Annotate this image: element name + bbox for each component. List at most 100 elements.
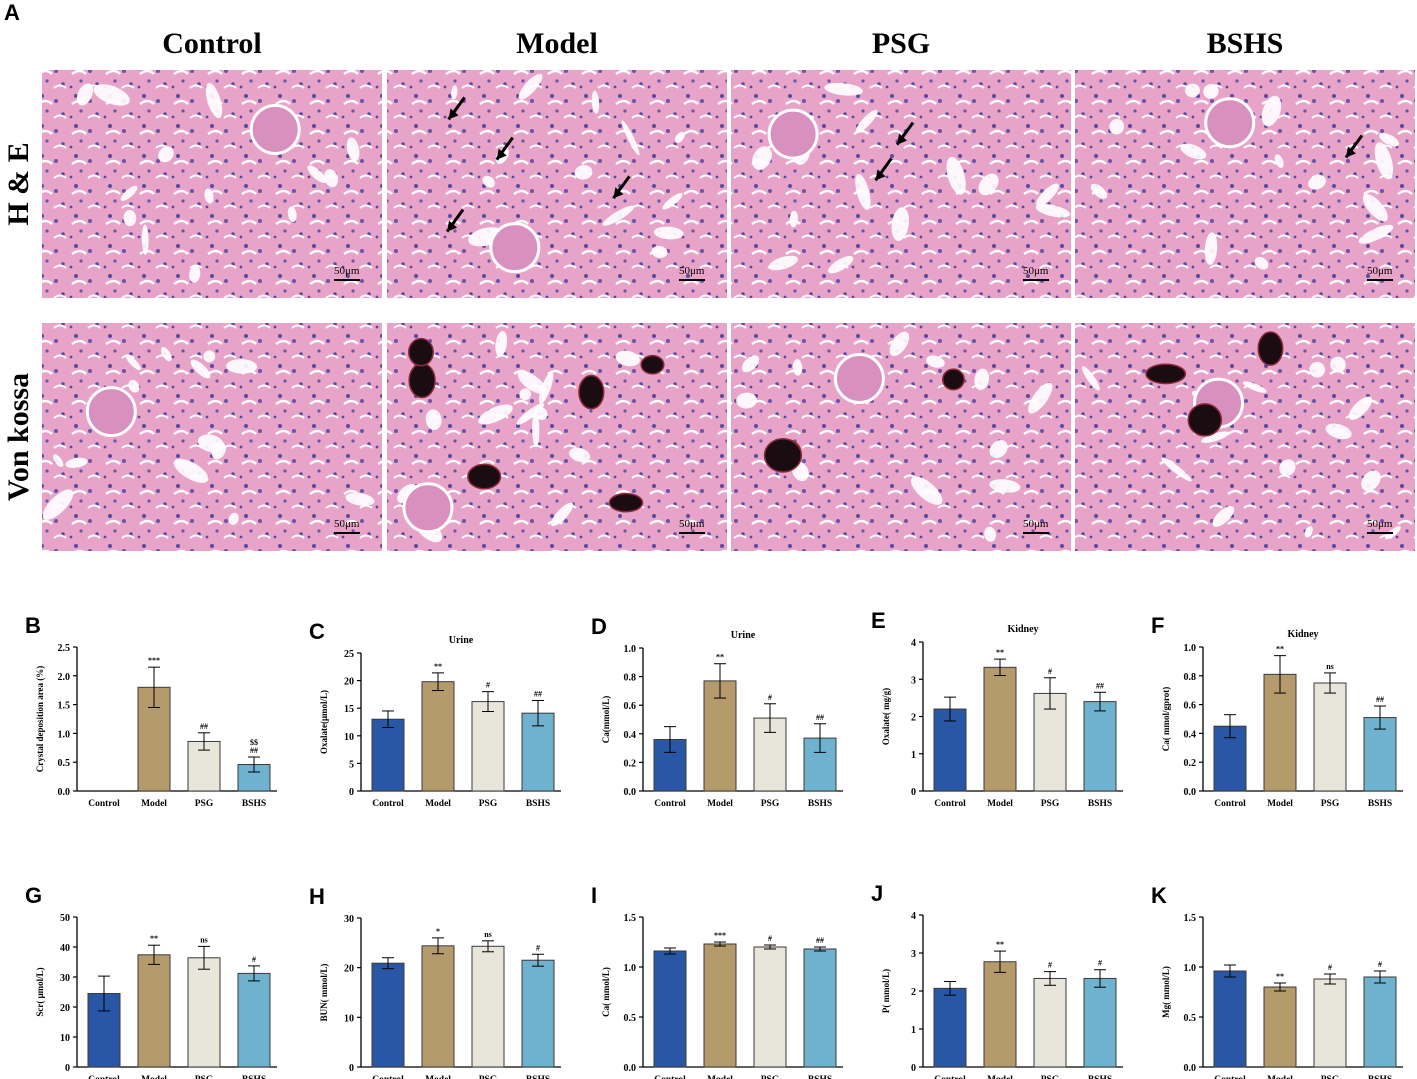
arrow-head <box>875 169 886 181</box>
x-tick-label: PSG <box>761 1075 780 1079</box>
bar-psg <box>1033 692 1067 792</box>
tubule-lumen <box>674 131 685 143</box>
x-tick-label: BSHS <box>1088 1075 1112 1079</box>
tubule-lumen <box>574 165 593 180</box>
significance-label: ** <box>1276 645 1284 654</box>
tubule-lumen <box>228 512 239 526</box>
y-axis-label: Ca(mmol/L) <box>601 696 611 744</box>
panel-letter-e: E <box>871 608 886 633</box>
tubule-lumen <box>517 371 547 395</box>
tubule-lumen <box>141 224 149 255</box>
y-tick-label: 1.0 <box>1184 643 1197 654</box>
bar-psg <box>753 946 787 1068</box>
x-tick-label: Model <box>1267 1075 1293 1079</box>
tubule-lumen <box>621 120 640 156</box>
significance-label: ## <box>816 713 824 722</box>
tubule-lumen <box>984 526 996 542</box>
glomerulus <box>249 104 301 156</box>
x-tick-label: Model <box>987 1075 1013 1079</box>
tubule-lumen <box>173 458 209 483</box>
x-tick-label: BSHS <box>1368 1075 1392 1079</box>
significance-label: ## <box>200 722 208 731</box>
tubule-lumen <box>651 245 668 258</box>
bar-bshs <box>1083 701 1117 792</box>
x-tick-label: PSG <box>479 799 498 809</box>
tubule-lumen <box>1109 118 1125 135</box>
glomerulus <box>85 386 137 438</box>
glomerulus <box>402 482 454 534</box>
tubule-lumen <box>1358 224 1394 244</box>
tubule-lumen <box>307 165 327 184</box>
tubule-lumen <box>889 331 910 357</box>
x-tick-label: PSG <box>479 1075 498 1079</box>
x-tick-label: Control <box>934 1075 966 1079</box>
tubule-lumen <box>128 379 140 393</box>
micrograph-control-vonkossa: 50μm <box>42 323 382 551</box>
y-tick-label: 1 <box>911 1025 916 1036</box>
y-tick-label: 3 <box>911 949 916 960</box>
tubule-lumen <box>125 354 141 371</box>
y-tick-label: 0 <box>349 1063 354 1074</box>
y-tick-label: 0.0 <box>624 1063 637 1074</box>
y-tick-label: 0.4 <box>1184 729 1197 740</box>
tubule-lumen <box>42 489 74 520</box>
tubule-lumen <box>974 368 990 391</box>
significance-label: ** <box>716 653 724 662</box>
crystal-deposit <box>408 362 436 399</box>
column-header-psg: PSG <box>872 27 930 60</box>
y-tick-label: 0.0 <box>1184 787 1197 798</box>
y-tick-label: 1.0 <box>624 644 637 655</box>
x-tick-label: Model <box>987 799 1013 809</box>
chart-b: B 0.0 0.5 1.0 1.5 2.0 2.5 Crystal deposition ar… <box>25 613 277 809</box>
significance-label: ** <box>996 648 1004 657</box>
y-tick-label: 1.0 <box>58 729 71 740</box>
tubule-lumen <box>1348 396 1373 420</box>
bar-bshs <box>803 948 837 1068</box>
tubule-lumen <box>345 492 375 506</box>
y-axis-label: Crystal deposition area (%) <box>35 666 45 773</box>
x-tick-label: BSHS <box>1088 799 1112 809</box>
chart-i: I 0.0 0.5 1.0 1.5 Ca( mmol/L) Control *** Model #… <box>591 883 843 1079</box>
tubule-lumen <box>120 185 138 201</box>
x-tick-label: Control <box>88 799 120 809</box>
y-axis-label: P( mmol/L) <box>881 969 891 1013</box>
tubule-lumen <box>1028 382 1053 414</box>
tubule-lumen <box>1203 83 1219 99</box>
x-tick-label: BSHS <box>526 1075 550 1079</box>
tubule-lumen <box>591 90 600 114</box>
crystal-deposit <box>1257 331 1284 366</box>
tubule-lumen <box>1090 183 1108 199</box>
crystal-deposit <box>1187 403 1223 437</box>
bar-model <box>421 681 455 792</box>
tubule-lumen <box>1379 132 1399 147</box>
tubule-lumen <box>736 392 757 409</box>
bar-bshs <box>521 959 555 1068</box>
x-tick-label: Model <box>425 799 451 809</box>
micrograph-model-vonkossa: 50μm <box>387 323 727 551</box>
significance-label: # <box>252 955 256 964</box>
y-tick-label: 5 <box>349 759 354 770</box>
tubule-lumen <box>989 440 1008 459</box>
significance-label: *** <box>148 656 160 665</box>
crystal-deposit <box>407 337 434 367</box>
arrow-head <box>496 148 507 160</box>
column-header-bshs: BSHS <box>1207 27 1284 60</box>
glomerulus <box>833 353 885 405</box>
crystal-deposit <box>941 368 965 391</box>
y-axis-label: BUN( mmol/L) <box>319 964 329 1022</box>
tubule-lumen <box>76 83 94 106</box>
tubule-lumen <box>518 73 543 100</box>
crystal-deposit <box>640 354 665 375</box>
panel-letter-c: C <box>309 619 325 644</box>
x-tick-label: Model <box>425 1075 451 1079</box>
tubule-lumen <box>1308 175 1326 190</box>
bar-model <box>421 945 455 1068</box>
x-tick-label: Control <box>654 1075 686 1079</box>
chart-j: J 0 1 2 3 4 P( mmol/L) Control ** Model # PSG # BSHS <box>871 881 1123 1079</box>
y-tick-label: 0.2 <box>624 758 637 769</box>
x-tick-label: Model <box>141 799 167 809</box>
significance-label: * <box>436 927 440 936</box>
scale-bar-label: 50μm <box>1367 265 1393 277</box>
tubule-lumen <box>204 188 214 204</box>
bar-psg <box>471 945 505 1068</box>
